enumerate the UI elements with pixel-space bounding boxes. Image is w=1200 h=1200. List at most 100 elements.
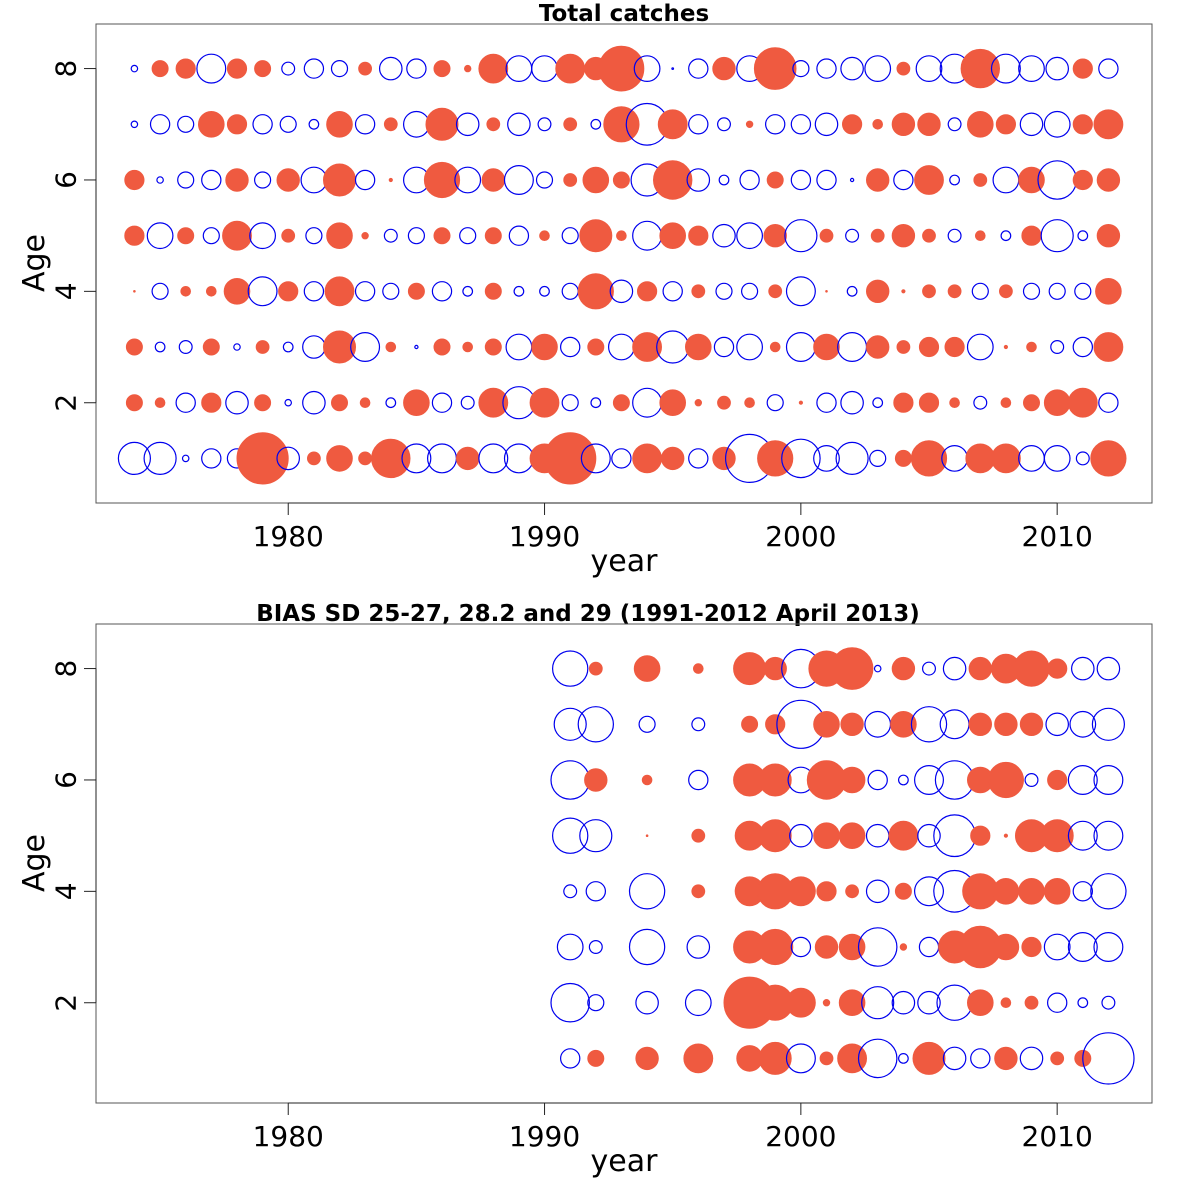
bubble-point-age6-2005 xyxy=(913,764,944,795)
bubble-point-age2-1996 xyxy=(694,399,702,407)
bubble-point-age2-2009 xyxy=(1024,995,1039,1010)
bubble-point-age4-1976 xyxy=(180,286,191,297)
bubble-point-age7-1986 xyxy=(425,107,459,141)
bubble-point-age4-2002 xyxy=(846,285,858,297)
bubble-point-age1-1996 xyxy=(683,1043,714,1074)
bubble-point-age1-1981 xyxy=(307,451,321,466)
bubble-point-age7-2010 xyxy=(1045,712,1069,737)
bubble-point-age2-2002 xyxy=(840,390,864,415)
bubble-point-age8-2005 xyxy=(921,661,936,676)
bubble-point-age8-2011 xyxy=(1072,58,1093,79)
bubble-point-age7-2005 xyxy=(910,706,948,743)
bubble-point-age4-2000 xyxy=(786,876,816,907)
bubble-point-age2-2003 xyxy=(872,397,884,409)
bubble-point-age4-1980 xyxy=(278,281,299,302)
bubble-point-age7-1996 xyxy=(688,114,709,135)
bubble-point-age5-1988 xyxy=(484,227,502,245)
bubble-point-age5-2011 xyxy=(1077,230,1089,242)
bubble-point-age3-1988 xyxy=(484,338,502,356)
bubble-point-age7-1999 xyxy=(765,714,786,735)
bubble-point-age4-1997 xyxy=(715,282,733,300)
bubble-point-age5-2003 xyxy=(870,228,885,243)
bubble-point-age1-1983 xyxy=(358,451,373,466)
bubble-point-age6-2006 xyxy=(949,174,960,186)
bubble-point-age4-1992 xyxy=(577,273,614,310)
bubble-point-age2-1994 xyxy=(635,990,659,1015)
bubble-point-age5-1985 xyxy=(407,227,425,245)
bubble-point-age3-1977 xyxy=(202,338,220,356)
x-tick-label-1980: 1980 xyxy=(253,520,324,553)
plot-frame xyxy=(95,623,1153,1104)
bubble-point-age6-1974 xyxy=(124,169,145,191)
bubble-point-age1-2006 xyxy=(942,1046,967,1071)
bubble-point-age1-2009 xyxy=(1019,1046,1044,1071)
bubble-layer xyxy=(117,45,1127,485)
bubble-point-age6-2002 xyxy=(838,766,866,794)
bubble-point-age2-2012 xyxy=(1101,995,1116,1010)
bubble-point-age7-2005 xyxy=(917,112,941,137)
bubble-point-age1-2005 xyxy=(910,440,948,477)
y-axis: 2 4 6 8 xyxy=(50,660,97,1012)
bubble-point-age3-1987 xyxy=(462,341,474,353)
bubble-point-age1-1982 xyxy=(326,445,353,472)
y-axis-title: Age xyxy=(17,834,52,892)
bubble-point-age1-2003 xyxy=(857,1038,898,1079)
bubble-point-age4-2004 xyxy=(901,289,906,294)
bubble-point-age3-1974 xyxy=(125,338,143,356)
bubble-point-age3-2009 xyxy=(1026,341,1037,353)
bubble-point-age6-1979 xyxy=(254,171,272,189)
bubble-point-age6-2012 xyxy=(1093,764,1124,795)
y-tick-label-2: 2 xyxy=(50,394,83,412)
bubble-point-age2-2001 xyxy=(822,999,831,1007)
bubble-point-age5-2004 xyxy=(888,820,919,851)
bubble-point-age5-2001 xyxy=(819,228,834,243)
bubble-point-age5-1996 xyxy=(691,828,706,843)
bubble-point-age2-1991 xyxy=(561,394,579,412)
bubble-point-age1-2000 xyxy=(785,1043,816,1074)
bubble-point-age7-2001 xyxy=(813,711,840,738)
bubble-point-age8-1995 xyxy=(671,67,675,70)
bubble-point-age8-1989 xyxy=(505,55,533,82)
bubble-point-age2-2010 xyxy=(1046,992,1068,1013)
bubble-point-age7-2012 xyxy=(1091,707,1126,741)
bubble-point-age5-1995 xyxy=(659,222,687,249)
bubble-point-age8-2000 xyxy=(792,59,810,78)
bubble-point-age8-2009 xyxy=(1013,650,1050,687)
bubble-point-age2-2004 xyxy=(893,392,914,413)
bubble-point-age5-1977 xyxy=(202,227,220,245)
bubble-point-age2-1988 xyxy=(478,387,509,418)
bubble-point-age1-2001 xyxy=(813,445,840,472)
bubble-point-age7-1981 xyxy=(308,118,320,130)
bubble-point-age2-1982 xyxy=(331,394,348,412)
bubble-point-age7-2000 xyxy=(790,114,812,135)
bubble-point-age6-1997 xyxy=(718,174,730,186)
bubble-point-age1-2007 xyxy=(965,443,996,474)
bubble-point-age2-2010 xyxy=(1043,389,1071,417)
bubble-point-age4-2010 xyxy=(1043,878,1071,905)
bubble-point-age7-1997 xyxy=(716,117,731,132)
bubble-point-age5-1994 xyxy=(645,834,649,838)
bubble-point-age6-1989 xyxy=(503,165,534,196)
bubble-point-age4-1985 xyxy=(407,282,425,300)
panel-total-catches: Total catches 1980 1990 2000 2010 2 4 6 8 year… xyxy=(17,1,1153,579)
x-tick-label-1990: 1990 xyxy=(509,1120,580,1153)
bubble-point-age6-1996 xyxy=(686,168,711,192)
bubble-point-age5-1996 xyxy=(688,225,709,246)
bubble-point-age3-1993 xyxy=(608,333,635,361)
bubble-point-age2-2003 xyxy=(861,986,895,1020)
x-axis: 1980 1990 2000 2010 xyxy=(253,1102,1093,1153)
bubble-point-age1-1996 xyxy=(688,448,709,469)
bubble-point-age6-1998 xyxy=(739,169,760,191)
bubble-point-age4-2002 xyxy=(845,884,859,899)
bubble-point-age2-1997 xyxy=(717,395,731,410)
bubble-point-age5-1998 xyxy=(736,222,763,250)
bubble-point-age8-2002 xyxy=(840,56,864,81)
bubble-point-age5-1993 xyxy=(616,230,627,241)
bubble-point-age2-1995 xyxy=(659,389,687,417)
bubble-point-age1-2008 xyxy=(994,1046,1018,1071)
bubble-point-age7-1991 xyxy=(553,707,587,741)
bubble-point-age4-1992 xyxy=(585,881,607,902)
bubble-point-age2-1998 xyxy=(744,397,755,409)
bubble-point-age5-2010 xyxy=(1040,819,1074,853)
bubble-point-age6-1980 xyxy=(276,168,300,192)
